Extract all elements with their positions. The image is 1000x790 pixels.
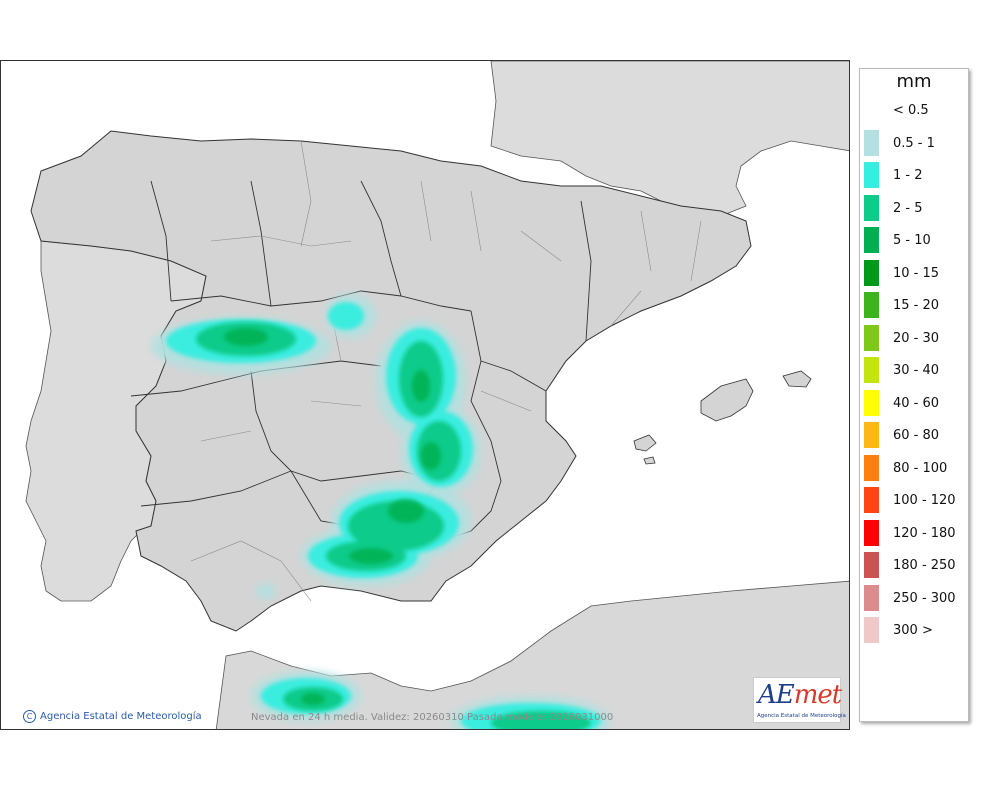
legend-swatch [864, 194, 879, 221]
menorca-island [782, 370, 812, 388]
legend-label: 1 - 2 [893, 168, 923, 183]
formentera-island [643, 456, 656, 465]
legend-swatch [864, 519, 879, 546]
aemet-logo: AEmet Agencia Estatal de Meteorología [753, 677, 846, 723]
credit-line: C Agencia Estatal de Meteorología [23, 710, 202, 723]
legend-label: 40 - 60 [893, 395, 940, 411]
credit-text: Agencia Estatal de Meteorología [40, 711, 202, 722]
legend-swatch [864, 584, 879, 611]
legend-item: 0.5 - 1 [864, 129, 964, 156]
legend-item: 300 > [864, 617, 964, 643]
legend-swatch [864, 292, 879, 318]
legend-item: 80 - 100 [864, 454, 964, 481]
legend-item: 20 - 30 [864, 324, 964, 351]
legend-label: 120 - 180 [893, 525, 956, 541]
legend-label: 80 - 100 [893, 460, 948, 476]
logo-subtitle: Agencia Estatal de Meteorología [757, 713, 846, 719]
legend-label: 60 - 80 [893, 428, 940, 443]
legend-item: 120 - 180 [864, 519, 964, 546]
legend-swatch [864, 487, 879, 513]
legend-panel: mm < 0.5 0.5 - 1 1 - 2 2 - 5 5 - 10 10 - 15 15… [859, 68, 969, 722]
legend-swatch [864, 422, 879, 448]
legend-item: 10 - 15 [864, 259, 964, 286]
legend-item: 250 - 300 [864, 584, 964, 611]
legend-item: 2 - 5 [864, 194, 964, 221]
legend-swatch [864, 357, 879, 383]
legend-swatch [864, 259, 879, 286]
legend-item: 180 - 250 [864, 552, 964, 578]
legend-swatch [864, 454, 879, 481]
legend-item: 100 - 120 [864, 487, 964, 513]
legend-swatch [864, 162, 879, 188]
north-africa-land [215, 580, 849, 729]
legend-item: 40 - 60 [864, 389, 964, 416]
legend-item: 1 - 2 [864, 162, 964, 188]
legend-swatch [864, 227, 879, 253]
forecast-map: C Agencia Estatal de Meteorología Nevada… [0, 60, 850, 730]
legend-unit: mm [896, 71, 932, 92]
mallorca-island [700, 378, 754, 422]
legend-swatch [864, 617, 879, 643]
legend-label: 30 - 40 [893, 363, 940, 378]
snowfall-layer [151, 294, 611, 729]
legend-label: 0.5 - 1 [893, 135, 935, 151]
legend-swatch [864, 97, 879, 123]
legend-label: 10 - 15 [893, 265, 940, 281]
map-canvas [25, 61, 849, 729]
logo-wordmark: AEmet [758, 680, 842, 710]
legend-label: 300 > [893, 623, 933, 638]
legend-label: 180 - 250 [893, 558, 956, 573]
legend-swatch [864, 129, 879, 156]
region-boundaries [130, 180, 592, 542]
legend-label: 15 - 20 [893, 298, 940, 313]
legend-label: 5 - 10 [893, 233, 931, 248]
legend-swatch [864, 552, 879, 578]
legend-label: < 0.5 [893, 103, 929, 118]
legend-item: 5 - 10 [864, 227, 964, 253]
ibiza-island [633, 434, 657, 452]
map-footnote: Nevada en 24 h media. Validez: 20260310 … [251, 712, 614, 723]
legend-label: 100 - 120 [893, 493, 956, 508]
legend-item: 15 - 20 [864, 292, 964, 318]
legend-item: 30 - 40 [864, 357, 964, 383]
legend-item: < 0.5 [864, 97, 964, 123]
legend-label: 250 - 300 [893, 590, 956, 606]
legend-item: 60 - 80 [864, 422, 964, 448]
legend-swatch [864, 324, 879, 351]
legend-label: 2 - 5 [893, 200, 923, 216]
legend-label: 20 - 30 [893, 330, 940, 346]
legend-swatch [864, 389, 879, 416]
copyright-icon: C [23, 710, 36, 723]
